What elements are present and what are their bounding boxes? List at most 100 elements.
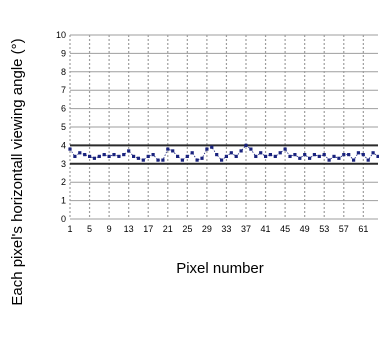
- data-point-25: [186, 155, 189, 158]
- x-tick-label-49: 49: [300, 224, 310, 234]
- data-point-26: [191, 151, 194, 154]
- data-point-24: [181, 159, 184, 162]
- data-point-37: [244, 144, 247, 147]
- data-point-38: [249, 148, 252, 151]
- data-point-22: [171, 149, 174, 152]
- data-point-15: [137, 157, 140, 160]
- data-point-18: [152, 153, 155, 156]
- x-tick-labels: 1 5 9 13 17 21 25 29 33 37 41 45 49 53 57 61: [67, 224, 368, 234]
- data-point-59: [352, 159, 355, 162]
- data-point-4: [83, 153, 86, 156]
- data-point-41: [264, 155, 267, 158]
- data-point-54: [328, 159, 331, 162]
- data-point-11: [117, 155, 120, 158]
- x-tick-label-29: 29: [202, 224, 212, 234]
- y-tick-label-9: 9: [61, 48, 66, 58]
- data-point-3: [78, 151, 81, 154]
- data-point-31: [215, 153, 218, 156]
- x-tick-label-13: 13: [124, 224, 134, 234]
- y-tick-label-10: 10: [56, 30, 66, 40]
- data-point-5: [88, 155, 91, 158]
- data-point-39: [254, 155, 257, 158]
- data-point-6: [93, 157, 96, 160]
- data-point-63: [372, 151, 375, 154]
- x-tick-label-53: 53: [319, 224, 329, 234]
- x-tick-label-41: 41: [261, 224, 271, 234]
- data-point-10: [112, 153, 115, 156]
- data-point-8: [103, 153, 106, 156]
- y-tick-label-3: 3: [61, 159, 66, 169]
- data-point-43: [274, 155, 277, 158]
- y-tick-label-6: 6: [61, 104, 66, 114]
- data-point-45: [284, 148, 287, 151]
- data-point-42: [269, 153, 272, 156]
- data-point-9: [108, 155, 111, 158]
- y-tick-label-8: 8: [61, 67, 66, 77]
- data-point-56: [337, 157, 340, 160]
- data-point-40: [259, 151, 262, 154]
- y-tick-label-4: 4: [61, 140, 66, 150]
- x-tick-label-57: 57: [339, 224, 349, 234]
- x-tick-label-21: 21: [163, 224, 173, 234]
- data-point-28: [200, 157, 203, 160]
- y-tick-label-0: 0: [61, 214, 66, 224]
- data-point-36: [240, 149, 243, 152]
- y-tick-label-7: 7: [61, 85, 66, 95]
- data-point-50: [308, 157, 311, 160]
- data-point-48: [298, 157, 301, 160]
- data-point-46: [288, 155, 291, 158]
- x-tick-label-37: 37: [241, 224, 251, 234]
- data-point-27: [196, 159, 199, 162]
- data-point-47: [293, 153, 296, 156]
- data-point-53: [323, 153, 326, 156]
- y-tick-label-5: 5: [61, 122, 66, 132]
- data-point-1: [68, 148, 71, 151]
- data-point-62: [367, 159, 370, 162]
- data-point-30: [210, 146, 213, 149]
- data-point-14: [132, 155, 135, 158]
- grid: [70, 35, 378, 219]
- y-tick-label-1: 1: [61, 196, 66, 206]
- data-point-17: [147, 155, 150, 158]
- data-points: [68, 144, 379, 162]
- data-point-61: [362, 153, 365, 156]
- y-axis-title: Each pixel's horizontall viewing angle (…: [9, 38, 26, 305]
- data-point-51: [313, 153, 316, 156]
- data-point-19: [156, 159, 159, 162]
- data-point-29: [205, 148, 208, 151]
- x-tick-label-33: 33: [221, 224, 231, 234]
- data-point-33: [225, 155, 228, 158]
- data-point-44: [279, 151, 282, 154]
- data-point-21: [166, 148, 169, 151]
- data-point-20: [161, 159, 164, 162]
- y-tick-labels: 0 1 2 3 4 5 6 7 8 9 10: [56, 30, 66, 224]
- data-point-55: [332, 155, 335, 158]
- reference-lines: [70, 145, 378, 163]
- data-point-16: [142, 159, 145, 162]
- data-point-7: [98, 155, 101, 158]
- x-tick-label-61: 61: [358, 224, 368, 234]
- x-tick-label-9: 9: [107, 224, 112, 234]
- data-point-34: [230, 151, 233, 154]
- data-point-57: [342, 153, 345, 156]
- data-point-13: [127, 149, 130, 152]
- x-axis-title: Pixel number: [176, 260, 264, 277]
- data-point-58: [347, 153, 350, 156]
- x-tick-label-17: 17: [143, 224, 153, 234]
- data-point-60: [357, 151, 360, 154]
- data-point-35: [235, 155, 238, 158]
- data-point-49: [303, 153, 306, 156]
- y-tick-label-2: 2: [61, 177, 66, 187]
- series-path-0: [70, 145, 378, 160]
- data-point-52: [318, 155, 321, 158]
- series-line: [70, 145, 378, 160]
- data-point-2: [73, 155, 76, 158]
- x-tick-label-45: 45: [280, 224, 290, 234]
- data-point-23: [176, 155, 179, 158]
- x-tick-label-1: 1: [67, 224, 72, 234]
- x-tick-label-25: 25: [182, 224, 192, 234]
- data-point-32: [220, 159, 223, 162]
- data-point-12: [122, 153, 125, 156]
